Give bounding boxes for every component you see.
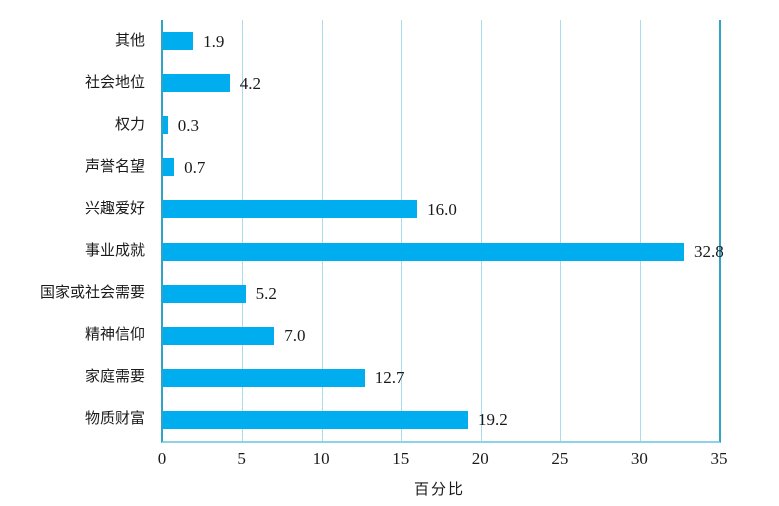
bar-row: 19.2	[163, 399, 719, 441]
bar	[163, 74, 230, 93]
x-tick-label: 10	[312, 449, 330, 468]
bar	[163, 284, 246, 303]
bar-value-label: 5.2	[255, 284, 277, 304]
bar-value-label: 0.7	[184, 157, 206, 177]
bar-rows: 1.9 4.2 0.3 0.7 16.0 32.8 5.2 7.0 12.7 19.2	[163, 20, 724, 441]
bar-row: 4.2	[163, 62, 719, 104]
category-label: 社会地位	[84, 74, 145, 91]
category-label: 精神信仰	[84, 327, 145, 344]
gridline-x-10	[321, 20, 323, 441]
category-label: 国家或社会需要	[39, 285, 145, 302]
category-label: 其他	[114, 32, 145, 49]
category-label: 权力	[114, 116, 145, 133]
category-label: 家庭需要	[84, 369, 145, 386]
bar-value-label: 12.7	[374, 368, 405, 388]
bar-row: 0.3	[163, 104, 719, 146]
x-tick-label: 20	[471, 449, 489, 468]
x-tick-label: 25	[551, 449, 569, 468]
gridline-x-5	[242, 20, 244, 441]
bar-row: 7.0	[163, 315, 719, 357]
gridline-x-20	[480, 20, 482, 441]
x-axis-title: 百分比	[413, 482, 465, 498]
bar	[163, 410, 468, 429]
x-tick-label: 35	[710, 449, 728, 468]
gridline-x-30	[639, 20, 641, 441]
bar-row: 16.0	[163, 188, 719, 230]
bar-value-label: 4.2	[239, 73, 261, 93]
bar-row: 5.2	[163, 273, 719, 315]
x-axis-tick-labels: 0 5 10 15 20 25 30 35	[158, 449, 728, 470]
bar-row: 32.8	[163, 231, 724, 273]
x-tick-label: 5	[237, 449, 246, 468]
x-tick-label: 15	[392, 449, 410, 468]
bar-value-label: 16.0	[427, 199, 457, 219]
bar	[163, 242, 685, 261]
y-axis-category-labels: 其他社会地位权力声誉名望兴趣爱好事业成就国家或社会需要精神信仰家庭需要物质财富	[0, 20, 153, 441]
category-label: 声誉名望	[84, 158, 145, 175]
bar-value-label: 0.3	[177, 115, 200, 135]
bar-row: 12.7	[163, 357, 719, 399]
gridline-x-25	[560, 20, 562, 441]
gridline-x-15	[401, 20, 403, 441]
bar-value-label: 19.2	[478, 410, 508, 430]
bar	[163, 158, 175, 177]
x-tick-label: 0	[157, 449, 167, 468]
category-label: 事业成就	[84, 243, 145, 260]
bar-row: 0.7	[163, 146, 719, 188]
bar-row: 1.9	[163, 20, 719, 62]
category-label: 物质财富	[84, 411, 145, 428]
plot-area: 1.9 4.2 0.3 0.7 16.0 32.8 5.2 7.0 12.7 19.2	[161, 20, 724, 443]
x-tick-label: 30	[630, 449, 648, 468]
bar	[163, 200, 418, 219]
bar	[163, 32, 194, 51]
category-label: 兴趣爱好	[84, 200, 145, 217]
bar	[163, 368, 365, 387]
bar-value-label: 1.9	[203, 31, 225, 51]
bar-value-label: 32.8	[694, 242, 724, 262]
bar	[163, 116, 168, 135]
bar-value-label: 7.0	[284, 326, 306, 346]
bar	[163, 326, 275, 345]
